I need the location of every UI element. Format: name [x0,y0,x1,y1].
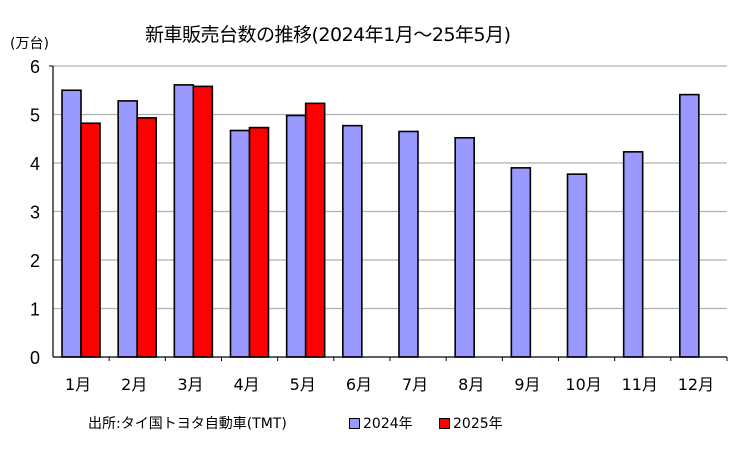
x-tick-label: 1月 [65,375,91,394]
y-tick-label: 1 [30,300,40,320]
x-tick-label: 6月 [346,375,372,394]
x-tick-label: 3月 [177,375,203,394]
bar-2025年 [80,122,101,358]
bar-2025年 [248,126,270,358]
bar-2024年 [173,84,195,358]
legend-label-2024: 2024年 [363,416,413,432]
bar-2024年 [679,93,700,358]
source-note: 出所:タイ国トヨタ自動車(TMT) [88,416,287,432]
bar-2024年 [61,89,82,358]
y-tick-label: 6 [30,57,40,77]
bar-2024年 [622,151,644,358]
x-tick-label: 5月 [290,375,316,394]
x-tick-label: 11月 [622,375,658,394]
legend-item-2025: 2025年 [439,413,503,433]
bar-2024年 [117,100,138,358]
x-tick-label: 4月 [233,375,259,394]
bar-2024年 [285,114,307,358]
bar-2024年 [229,129,251,358]
bar-2025年 [192,85,214,358]
x-tick-label: 10月 [565,375,601,394]
y-tick-label: 3 [30,203,40,223]
legend-label-2025: 2025年 [453,416,503,432]
bar-2024年 [342,124,363,358]
chart-title: 新車販売台数の推移(2024年1月～25年5月) [145,24,511,46]
y-tick-label: 4 [30,154,40,174]
legend-swatch-2025-icon [439,417,450,429]
y-tick-label: 0 [30,348,40,368]
bar-2024年 [510,167,532,358]
x-tick-label: 8月 [458,375,484,394]
legend-item-2024: 2024年 [349,413,413,433]
bar-2025年 [304,102,326,358]
x-tick-label: 12月 [678,375,714,394]
x-tick-label: 7月 [402,375,428,394]
legend-swatch-2024-icon [349,417,360,429]
y-tick-label: 5 [30,106,40,126]
y-axis-unit-label: (万台) [10,36,49,52]
bar-2025年 [136,117,157,358]
bar-2024年 [398,130,419,358]
x-tick-label: 2月 [121,375,147,394]
bar-2024年 [566,173,588,358]
bar-2024年 [454,136,475,358]
y-tick-label: 2 [30,251,40,271]
x-tick-label: 9月 [514,375,540,394]
